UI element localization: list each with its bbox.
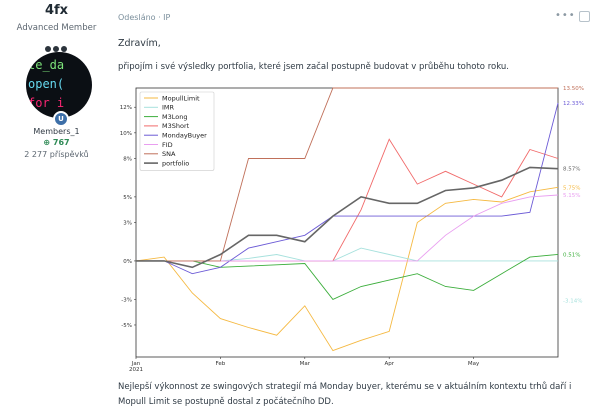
legend-label: portfolio (162, 159, 189, 167)
post-count: 2 277 příspěvků (24, 150, 89, 159)
reputation[interactable]: ⊕ 767 (0, 138, 113, 147)
end-value-label: 5.15% (563, 193, 580, 199)
legend-box (139, 91, 215, 171)
avatar[interactable]: te_da open( for i (26, 52, 92, 118)
end-value-label: 12.33% (563, 101, 584, 107)
x-tick-label: Mar (300, 361, 311, 367)
y-tick-label: 12% (120, 105, 132, 111)
legend-label: M3Long (162, 113, 187, 121)
x-tick-label: May (468, 361, 480, 367)
x-tick-label: Jan (131, 361, 141, 367)
avatar-code-line: open( (28, 77, 65, 91)
y-tick-label: -3% (121, 297, 132, 303)
post-meta: Odesláno · IP (118, 13, 171, 22)
x-tick-label: Feb (216, 361, 226, 367)
y-tick-label: 3% (123, 221, 132, 227)
portfolio-chart: -5% -3% 0% 3% 5% 8% 10% 12% Jan 2021 Feb Mar Apr May 5… (118, 84, 590, 374)
x-tick-label: Apr (384, 361, 394, 367)
post-greeting: Zdravím, (118, 38, 161, 49)
series-line-MopullLimit (135, 186, 559, 352)
end-value-label: -3.14% (563, 299, 582, 305)
series-line-FID (136, 194, 559, 262)
end-value-label: 0.51% (563, 252, 580, 258)
y-tick-label: -5% (121, 323, 132, 329)
select-post-checkbox[interactable] (579, 11, 590, 22)
y-tick-label: 0% (123, 259, 132, 265)
avatar-code-line: te_da (28, 58, 65, 72)
end-value-label: 13.50% (563, 86, 584, 92)
plus-icon: ⊕ (43, 138, 53, 147)
author-group: Members_1 (33, 127, 80, 136)
legend-label: MopullLimit (162, 94, 200, 102)
legend-label: SNA (162, 150, 176, 158)
legend-label: IMR (162, 104, 175, 112)
author-username[interactable]: 4fx (44, 3, 69, 18)
reputation-value: 767 (52, 138, 70, 147)
legend-label: MondayBuyer (162, 132, 207, 140)
rank-dots (45, 37, 73, 52)
x-tick-label: 2021 (129, 367, 143, 373)
end-value-label: 8.57% (563, 167, 580, 173)
y-tick-label: 5% (123, 195, 132, 201)
post-intro: připojím i své výsledky portfolia, které… (118, 62, 509, 72)
legend-label: M3Short (162, 122, 190, 130)
avatar-code-line: for i (28, 96, 65, 110)
post-conclusion: Nejlepší výkonnost ze swingových strateg… (118, 382, 572, 407)
author-sidebar: 4fx Advanced Member te_da open( for i U … (0, 0, 113, 416)
series-line-IMR (136, 247, 558, 262)
series-line-MondayBuyer (136, 102, 559, 275)
y-tick-label: 10% (120, 131, 132, 137)
more-options-icon[interactable]: ••• (555, 10, 576, 21)
end-value-label: 5.75% (563, 185, 580, 191)
series-line-portfolio (136, 166, 559, 269)
author-title: Advanced Member (16, 23, 97, 33)
y-tick-label: 8% (123, 156, 132, 162)
legend-label: FID (162, 141, 173, 149)
member-badge-icon: U (53, 111, 69, 127)
series-line-M3Long (136, 253, 559, 300)
